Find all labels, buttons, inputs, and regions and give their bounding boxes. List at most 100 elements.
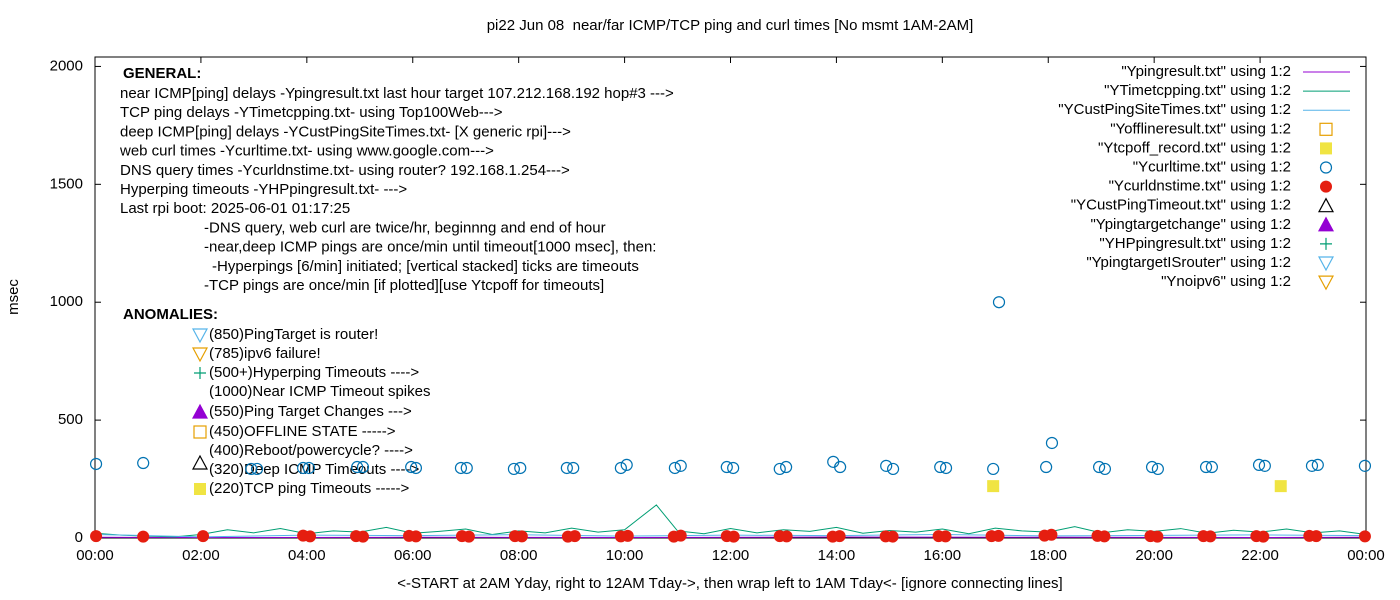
data-point — [1305, 459, 1319, 472]
x-tick-label: 00:00 — [1347, 547, 1385, 564]
y-tick-label: 500 — [58, 411, 83, 428]
data-point — [89, 457, 103, 471]
x-tick-label: 14:00 — [818, 547, 856, 564]
data-point — [674, 529, 687, 542]
x-tick-label: 22:00 — [1241, 547, 1279, 564]
data-point — [454, 461, 468, 475]
annotation: (785)ipv6 failure! — [209, 345, 321, 362]
data-point — [720, 460, 733, 474]
data-point — [1145, 460, 1159, 474]
data-point — [1358, 459, 1372, 472]
annotation-glyph — [194, 483, 206, 495]
data-point — [727, 530, 740, 543]
annotation: (850)PingTarget is router! — [209, 326, 378, 343]
data-point — [987, 480, 1000, 493]
chart-title: pi22 Jun 08 near/far ICMP/TCP ping and c… — [487, 17, 974, 34]
data-point — [620, 458, 633, 472]
y-axis-label: msec — [5, 279, 22, 315]
data-point — [1274, 480, 1287, 493]
data-point — [1257, 530, 1270, 543]
x-axis-label: <-START at 2AM Yday, right to 12AM Tday-… — [397, 575, 1062, 592]
data-point — [780, 530, 793, 543]
data-point — [773, 462, 786, 476]
data-point — [1151, 530, 1164, 543]
legend-swatch — [1317, 197, 1335, 213]
legend-label: "Ycurltime.txt" using 1:2 — [1133, 158, 1291, 175]
data-point — [297, 461, 310, 475]
data-point — [1151, 462, 1164, 476]
x-tick-label: 12:00 — [712, 547, 750, 564]
data-point — [1040, 460, 1053, 474]
legend-swatch — [1320, 142, 1332, 155]
data-point — [560, 461, 573, 475]
data-point — [987, 462, 1000, 476]
legend-label: "Ytcpoff_record.txt" using 1:2 — [1098, 139, 1291, 156]
annotation: (400)Reboot/powercycle? ----> — [209, 442, 413, 459]
legend-swatch — [1317, 275, 1335, 291]
annotation-glyph — [193, 425, 207, 439]
data-point — [668, 461, 681, 475]
data-point — [514, 461, 527, 475]
data-point — [992, 296, 1006, 309]
data-point — [405, 460, 418, 474]
data-point — [1098, 530, 1111, 543]
annotation: near ICMP[ping] delays -Ypingresult.txt … — [120, 85, 674, 102]
data-point — [614, 461, 627, 475]
legend-label: "Ycurldnstime.txt" using 1:2 — [1109, 178, 1291, 195]
legend-swatch — [1317, 216, 1335, 232]
data-point — [1045, 436, 1059, 450]
data-point — [356, 530, 369, 543]
annotation: DNS query times -Ycurldnstime.txt- using… — [120, 162, 570, 179]
legend-label: "Ypingresult.txt" using 1:2 — [1121, 63, 1291, 80]
data-point — [934, 460, 947, 474]
annotation: (1000)Near ICMP Timeout spikes — [209, 383, 430, 400]
data-point — [137, 530, 150, 543]
legend-label: "Yofflineresult.txt" using 1:2 — [1110, 120, 1291, 137]
y-tick-label: 1000 — [50, 293, 83, 310]
annotation-heading: ANOMALIES: — [123, 306, 218, 323]
x-tick-label: 04:00 — [288, 547, 326, 564]
legend-swatch — [1319, 122, 1333, 136]
legend-swatch — [1319, 161, 1333, 174]
data-point — [886, 530, 899, 543]
annotation: -TCP pings are once/min [if plotted][use… — [204, 277, 604, 294]
annotation-heading: GENERAL: — [123, 65, 201, 82]
data-point — [1258, 459, 1271, 472]
data-point — [1098, 462, 1112, 476]
data-point — [250, 462, 264, 476]
legend-label: "YCustPingSiteTimes.txt" using 1:2 — [1058, 101, 1291, 118]
data-point — [621, 529, 634, 542]
y-tick-label: 2000 — [50, 57, 83, 74]
annotation: Hyperping timeouts -YHPpingresult.txt- -… — [120, 181, 407, 198]
data-point — [356, 460, 370, 474]
annotation-glyph — [191, 403, 209, 419]
data-point — [886, 462, 900, 476]
annotation: TCP ping delays -YTimetcpping.txt- using… — [120, 104, 503, 121]
data-point — [460, 461, 473, 475]
legend-label: "YHPpingresult.txt" using 1:2 — [1099, 235, 1291, 252]
data-point — [515, 530, 528, 543]
y-tick-label: 1500 — [50, 175, 83, 192]
x-tick-label: 16:00 — [924, 547, 962, 564]
annotation: web curl times -Ycurltime.txt- using www… — [119, 143, 494, 160]
annotation-glyph — [191, 328, 209, 344]
x-tick-label: 00:00 — [76, 547, 114, 564]
legend-swatch — [1317, 256, 1335, 272]
data-point — [197, 530, 210, 543]
legend-label: "YCustPingTimeout.txt" using 1:2 — [1071, 197, 1291, 214]
x-tick-label: 20:00 — [1135, 547, 1173, 564]
data-point — [833, 530, 846, 543]
annotation: (220)TCP ping Timeouts -----> — [209, 480, 409, 497]
data-point — [1310, 530, 1323, 543]
data-point — [992, 529, 1005, 542]
legend-label: "YTimetcpping.txt" using 1:2 — [1104, 82, 1291, 99]
annotation: -near,deep ICMP pings are once/min until… — [204, 239, 656, 256]
annotation: (450)OFFLINE STATE -----> — [209, 423, 396, 440]
legend-swatch — [1320, 180, 1332, 193]
data-point — [1311, 458, 1324, 472]
annotation: (500+)Hyperping Timeouts ----> — [209, 364, 419, 381]
data-point — [1358, 530, 1371, 543]
annotation-glyph — [191, 347, 209, 363]
